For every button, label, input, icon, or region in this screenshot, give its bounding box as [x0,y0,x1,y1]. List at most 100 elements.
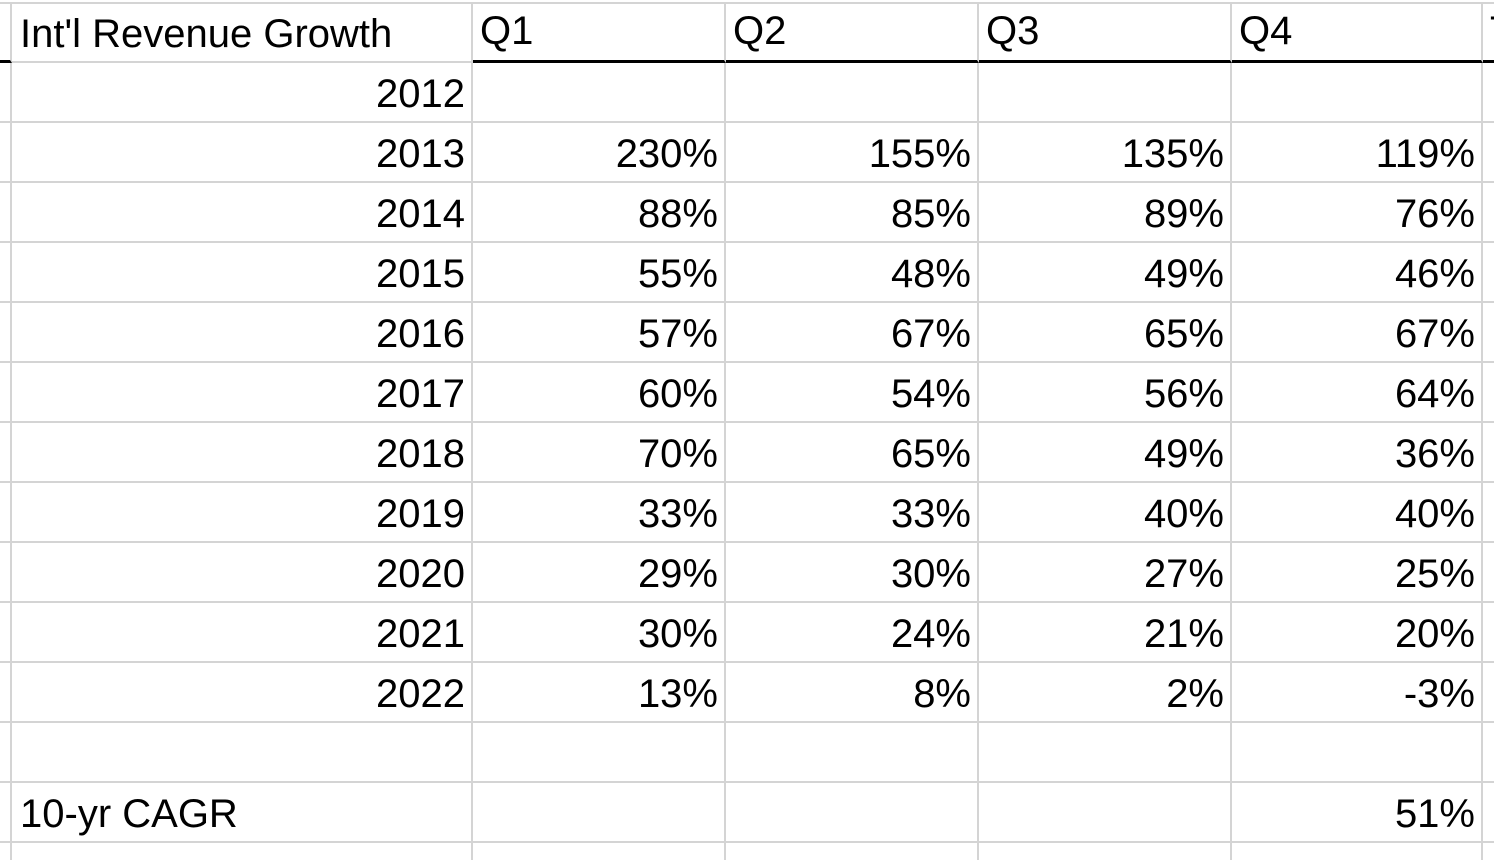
header-q3-cell[interactable]: Q3 [979,2,1232,63]
q2-value-cell[interactable]: 24% [726,603,979,663]
left-edge-partial-cell[interactable] [0,663,12,723]
q3-value-cell[interactable] [979,63,1232,123]
q4-value-cell[interactable]: 76% [1232,183,1483,243]
header-q4-cell[interactable]: Q4 [1232,2,1483,63]
q2-value-cell[interactable]: 85% [726,183,979,243]
q3-value-cell[interactable]: 49% [979,423,1232,483]
left-edge-partial-cell[interactable] [0,843,12,860]
q2-value-cell[interactable]: 30% [726,543,979,603]
right-edge-partial-cell[interactable] [1483,423,1494,483]
empty-cell[interactable] [12,723,473,783]
q1-value-cell[interactable]: 33% [473,483,726,543]
q3-value-cell[interactable]: 40% [979,483,1232,543]
q1-value-cell[interactable]: 88% [473,183,726,243]
left-edge-partial-cell[interactable] [0,303,12,363]
empty-cell[interactable] [473,843,726,860]
year-cell[interactable]: 2022 [12,663,473,723]
empty-cell[interactable] [979,723,1232,783]
left-edge-partial-cell[interactable] [0,2,12,63]
summary-label-cell[interactable]: 10-yr CAGR [12,783,473,843]
year-cell[interactable]: 2013 [12,123,473,183]
q4-value-cell[interactable]: 119% [1232,123,1483,183]
left-edge-partial-cell[interactable] [0,123,12,183]
left-edge-partial-cell[interactable] [0,183,12,243]
q1-value-cell[interactable] [473,63,726,123]
header-q2-cell[interactable]: Q2 [726,2,979,63]
right-edge-partial-cell[interactable] [1483,243,1494,303]
year-cell[interactable]: 2018 [12,423,473,483]
q4-value-cell[interactable]: 64% [1232,363,1483,423]
q2-value-cell[interactable] [726,63,979,123]
q2-value-cell[interactable]: 67% [726,303,979,363]
q1-value-cell[interactable]: 57% [473,303,726,363]
q1-value-cell[interactable]: 55% [473,243,726,303]
header-next-column-partial-cell[interactable]: T [1483,2,1494,63]
q3-value-cell[interactable]: 56% [979,363,1232,423]
q4-value-cell[interactable]: 67% [1232,303,1483,363]
summary-q2-cell[interactable] [726,783,979,843]
empty-cell[interactable] [1232,723,1483,783]
right-edge-partial-cell[interactable] [1483,483,1494,543]
empty-cell[interactable] [1232,843,1483,860]
q4-value-cell[interactable]: 36% [1232,423,1483,483]
right-edge-partial-cell[interactable] [1483,723,1494,783]
left-edge-partial-cell[interactable] [0,363,12,423]
q2-value-cell[interactable]: 8% [726,663,979,723]
q1-value-cell[interactable]: 70% [473,423,726,483]
right-edge-partial-cell[interactable] [1483,603,1494,663]
right-edge-partial-cell[interactable] [1483,663,1494,723]
q3-value-cell[interactable]: 49% [979,243,1232,303]
q1-value-cell[interactable]: 13% [473,663,726,723]
left-edge-partial-cell[interactable] [0,543,12,603]
q4-value-cell[interactable]: 46% [1232,243,1483,303]
q4-value-cell[interactable]: 25% [1232,543,1483,603]
q1-value-cell[interactable]: 60% [473,363,726,423]
q3-value-cell[interactable]: 65% [979,303,1232,363]
summary-q1-cell[interactable] [473,783,726,843]
empty-cell[interactable] [473,723,726,783]
q2-value-cell[interactable]: 33% [726,483,979,543]
summary-q3-cell[interactable] [979,783,1232,843]
year-cell[interactable]: 2021 [12,603,473,663]
q2-value-cell[interactable]: 155% [726,123,979,183]
left-edge-partial-cell[interactable] [0,723,12,783]
q4-value-cell[interactable] [1232,63,1483,123]
right-edge-partial-cell[interactable] [1483,303,1494,363]
q1-value-cell[interactable]: 29% [473,543,726,603]
empty-cell[interactable] [726,723,979,783]
left-edge-partial-cell[interactable] [0,603,12,663]
left-edge-partial-cell[interactable] [0,483,12,543]
year-cell[interactable]: 2020 [12,543,473,603]
table-title-cell[interactable]: Int'l Revenue Growth [12,2,473,63]
year-cell[interactable]: 2012 [12,63,473,123]
empty-cell[interactable] [12,843,473,860]
q2-value-cell[interactable]: 48% [726,243,979,303]
q1-value-cell[interactable]: 230% [473,123,726,183]
right-edge-partial-cell[interactable] [1483,63,1494,123]
right-edge-partial-cell[interactable] [1483,543,1494,603]
right-edge-partial-cell[interactable] [1483,183,1494,243]
q3-value-cell[interactable]: 135% [979,123,1232,183]
q3-value-cell[interactable]: 89% [979,183,1232,243]
q2-value-cell[interactable]: 54% [726,363,979,423]
right-edge-partial-cell[interactable] [1483,123,1494,183]
q3-value-cell[interactable]: 2% [979,663,1232,723]
q1-value-cell[interactable]: 30% [473,603,726,663]
q3-value-cell[interactable]: 27% [979,543,1232,603]
q3-value-cell[interactable]: 21% [979,603,1232,663]
summary-q4-cell[interactable]: 51% [1232,783,1483,843]
left-edge-partial-cell[interactable] [0,783,12,843]
year-cell[interactable]: 2019 [12,483,473,543]
right-edge-partial-cell[interactable] [1483,783,1494,843]
q4-value-cell[interactable]: 20% [1232,603,1483,663]
q2-value-cell[interactable]: 65% [726,423,979,483]
q4-value-cell[interactable]: -3% [1232,663,1483,723]
year-cell[interactable]: 2015 [12,243,473,303]
year-cell[interactable]: 2016 [12,303,473,363]
left-edge-partial-cell[interactable] [0,243,12,303]
empty-cell[interactable] [726,843,979,860]
left-edge-partial-cell[interactable] [0,63,12,123]
right-edge-partial-cell[interactable] [1483,843,1494,860]
q4-value-cell[interactable]: 40% [1232,483,1483,543]
empty-cell[interactable] [979,843,1232,860]
